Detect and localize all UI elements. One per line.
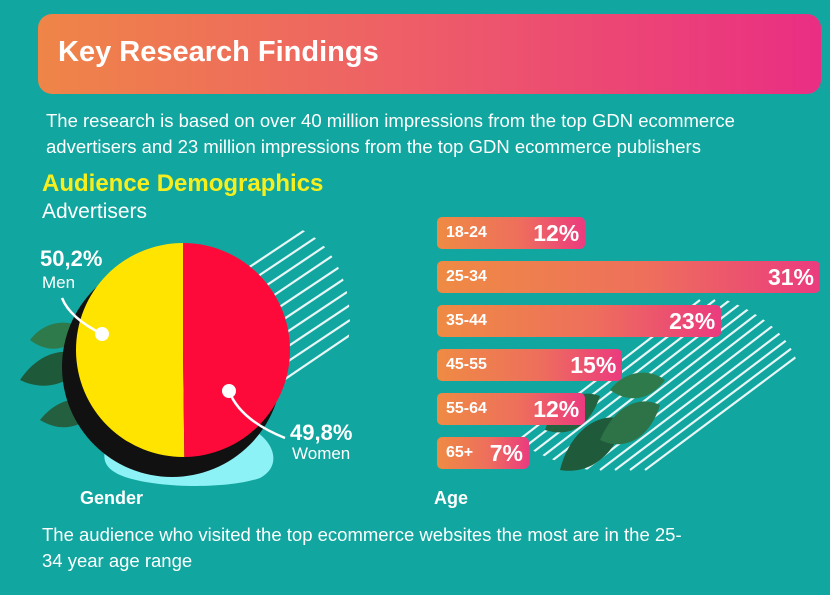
men-label: Men [42, 273, 76, 292]
page-title: Key Research Findings [58, 36, 379, 68]
bar-55-64: 55-64 12% [437, 393, 586, 425]
women-leader-dot [222, 384, 236, 398]
bar-45-55: 45-55 15% [437, 349, 623, 381]
header-banner: Key Research Findings [38, 14, 821, 94]
bar-value-label: 12% [533, 396, 580, 422]
bar-value-label: 15% [570, 352, 617, 378]
men-percentage-label: 50,2% [40, 246, 103, 271]
bar-category-label: 18-24 [446, 224, 487, 241]
pie-slice-women [183, 243, 290, 457]
bar-value-label: 12% [533, 220, 580, 246]
bar-category-label: 55-64 [446, 400, 487, 417]
women-label: Women [292, 444, 351, 463]
pie-slice-men [75, 243, 185, 457]
bar-65+: 65+ 7% [437, 437, 529, 469]
bar-category-label: 25-34 [446, 268, 487, 285]
bar-category-label: 35-44 [446, 312, 487, 329]
bar-value-label: 31% [767, 264, 814, 290]
intro-text: The research is based on over 40 million… [46, 110, 735, 157]
bar-value-label: 23% [669, 308, 716, 334]
section-title: Audience Demographics [42, 170, 324, 197]
bar-category-label: 65+ [446, 444, 474, 461]
bar-25-34: 25-34 31% [437, 261, 820, 293]
age-axis-title: Age [434, 488, 469, 508]
footer-text: The audience who visited the top ecommer… [42, 524, 682, 571]
gender-axis-title: Gender [80, 488, 144, 508]
bar-18-24: 18-24 12% [437, 217, 586, 249]
women-percentage-label: 49,8% [290, 420, 353, 445]
bar-category-label: 45-55 [446, 356, 487, 373]
bar-value-label: 7% [489, 440, 523, 466]
section-subtitle: Advertisers [42, 200, 148, 223]
bar-35-44: 35-44 23% [437, 305, 722, 337]
men-leader-dot [95, 327, 109, 341]
